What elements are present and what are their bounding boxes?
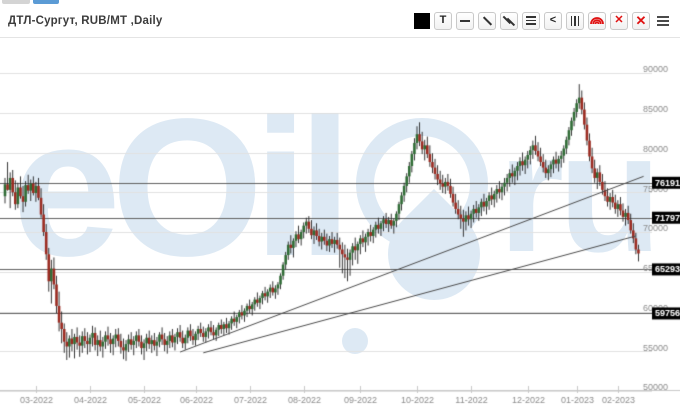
menu-button[interactable] — [654, 12, 672, 30]
vertical-lines-tool-button[interactable] — [566, 11, 584, 30]
chart-area: eOil ru — [0, 38, 680, 413]
horizontal-line-icon — [460, 19, 470, 22]
toolbar-buttons: T < ✕ ✕ — [414, 11, 680, 30]
price-chart-canvas[interactable] — [0, 38, 680, 413]
trendline-tool-button[interactable] — [478, 11, 496, 30]
red-x-icon: ✕ — [614, 14, 624, 26]
text-tool-button[interactable]: T — [434, 11, 452, 30]
toolbar-separator — [0, 37, 680, 38]
fib-arcs-tool-button[interactable] — [588, 11, 606, 30]
red-x-large-icon: ✕ — [635, 13, 647, 28]
tab-chip-inactive[interactable] — [2, 0, 30, 4]
red-arcs-icon — [590, 12, 604, 30]
parallel-lines-icon — [502, 15, 516, 27]
diagonal-line-icon — [482, 15, 492, 26]
stacked-lines-icon — [526, 16, 536, 25]
parallel-lines-tool-button[interactable] — [500, 11, 518, 30]
delete-all-button[interactable]: ✕ — [632, 11, 650, 30]
delete-selected-button[interactable]: ✕ — [610, 11, 628, 30]
horizontal-line-tool-button[interactable] — [456, 11, 474, 30]
chart-title: ДТЛ-Сургут, RUB/MT ,Daily — [8, 14, 163, 27]
color-swatch-button[interactable] — [414, 12, 430, 29]
hamburger-menu-icon — [657, 14, 669, 28]
vertical-lines-icon — [570, 15, 580, 26]
angle-icon: < — [549, 14, 557, 26]
tab-chip-active[interactable] — [33, 0, 59, 4]
text-icon: T — [439, 14, 447, 26]
toolbar: ДТЛ-Сургут, RUB/MT ,Daily T < ✕ ✕ — [0, 4, 680, 37]
fib-levels-tool-button[interactable] — [522, 11, 540, 30]
pitchfork-tool-button[interactable]: < — [544, 11, 562, 30]
